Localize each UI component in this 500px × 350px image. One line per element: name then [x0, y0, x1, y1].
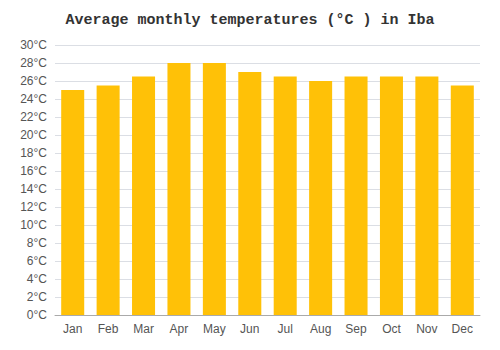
svg-text:Nov: Nov [416, 322, 437, 336]
svg-text:0°C: 0°C [27, 308, 47, 322]
svg-text:28°C: 28°C [20, 56, 47, 70]
svg-text:Jun: Jun [240, 322, 259, 336]
svg-text:May: May [203, 322, 226, 336]
svg-text:Apr: Apr [170, 322, 189, 336]
svg-text:Jul: Jul [278, 322, 293, 336]
svg-text:Oct: Oct [382, 322, 401, 336]
svg-text:4°C: 4°C [27, 272, 47, 286]
svg-text:2°C: 2°C [27, 290, 47, 304]
svg-text:12°C: 12°C [20, 200, 47, 214]
svg-text:Aug: Aug [310, 322, 331, 336]
svg-text:30°C: 30°C [20, 38, 47, 52]
svg-text:8°C: 8°C [27, 236, 47, 250]
svg-text:Dec: Dec [452, 322, 473, 336]
svg-text:18°C: 18°C [20, 146, 47, 160]
svg-text:24°C: 24°C [20, 92, 47, 106]
svg-text:26°C: 26°C [20, 74, 47, 88]
svg-text:Sep: Sep [345, 322, 367, 336]
svg-text:20°C: 20°C [20, 128, 47, 142]
svg-text:Jan: Jan [63, 322, 82, 336]
svg-text:22°C: 22°C [20, 110, 47, 124]
svg-text:14°C: 14°C [20, 182, 47, 196]
svg-text:Mar: Mar [133, 322, 154, 336]
svg-text:10°C: 10°C [20, 218, 47, 232]
svg-text:Average monthly temperatures (: Average monthly temperatures (°C ) in Ib… [65, 12, 434, 29]
svg-text:6°C: 6°C [27, 254, 47, 268]
svg-text:16°C: 16°C [20, 164, 47, 178]
svg-text:Feb: Feb [98, 322, 119, 336]
